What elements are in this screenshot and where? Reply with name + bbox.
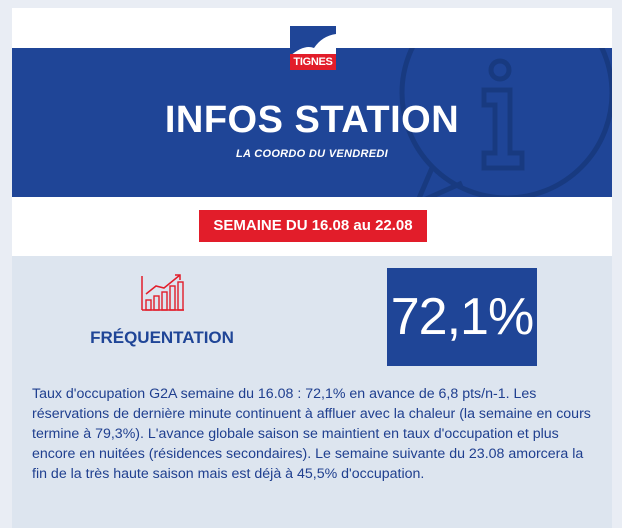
info-icon: [399, 48, 612, 197]
page-title: INFOS STATION: [164, 99, 460, 141]
tignes-logo[interactable]: TIGNES: [290, 26, 336, 72]
frequentation-description: Taux d'occupation G2A semaine du 16.08 :…: [32, 386, 591, 482]
growth-chart-icon: [141, 274, 184, 311]
page-subtitle: LA COORDO DU VENDREDI: [236, 148, 388, 160]
week-badge: SEMAINE DU 16.08 au 22.08: [199, 210, 427, 242]
logo-text: TIGNES: [290, 54, 336, 70]
frequentation-panel: FRÉQUENTATION 72,1% Taux d'occupation G2…: [12, 256, 612, 528]
newsletter-card: TIGNES INFOS STATION LA COORDO DU VENDRE…: [12, 8, 612, 528]
frequentation-label: FRÉQUENTATION: [90, 328, 234, 347]
occupancy-value: 72,1%: [387, 268, 537, 366]
header-banner: [12, 48, 612, 197]
